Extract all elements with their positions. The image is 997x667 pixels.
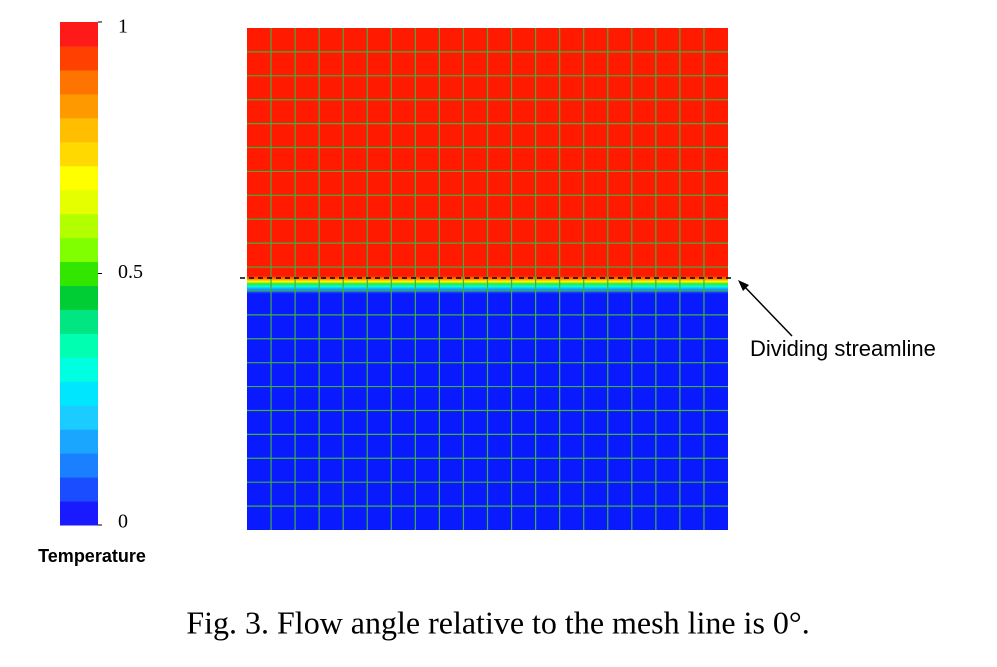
- colorbar-swatch: [60, 405, 98, 430]
- colorbar-swatch: [60, 93, 98, 119]
- colorbar-swatch: [60, 141, 98, 167]
- annotation: Dividing streamline: [750, 336, 936, 361]
- contour-field: [240, 28, 732, 530]
- tick-label: 0.5: [118, 261, 143, 283]
- colorbar-swatch: [60, 237, 98, 263]
- colorbar-swatch: [60, 189, 98, 215]
- colorbar-swatch: [60, 22, 98, 47]
- colorbar-swatch: [60, 381, 98, 406]
- colorbar-swatch: [60, 429, 98, 454]
- arrow-head: [738, 280, 749, 291]
- colorbar-swatch: [60, 69, 98, 95]
- tick-label: 0: [118, 511, 128, 533]
- caption: Fig. 3. Flow angle relative to the mesh …: [186, 604, 809, 640]
- colorbar-label: Temperature: [38, 546, 146, 566]
- colorbar-swatch: [60, 165, 98, 191]
- colorbar-swatch: [60, 261, 98, 286]
- arrow: [741, 283, 793, 337]
- colorbar-swatch: [60, 501, 98, 526]
- colorbar-swatch: [60, 45, 98, 71]
- colorbar-swatch: [60, 117, 98, 143]
- colorbar-swatch: [60, 453, 98, 478]
- colorbar-swatch: [60, 477, 98, 502]
- colorbar: 00.51: [60, 16, 143, 533]
- colorbar-swatch: [60, 285, 98, 310]
- colorbar-swatch: [60, 333, 98, 358]
- colorbar-swatch: [60, 357, 98, 382]
- mesh: [247, 28, 728, 530]
- colorbar-swatch: [60, 213, 98, 239]
- tick-label: 1: [118, 16, 128, 38]
- colorbar-swatch: [60, 309, 98, 334]
